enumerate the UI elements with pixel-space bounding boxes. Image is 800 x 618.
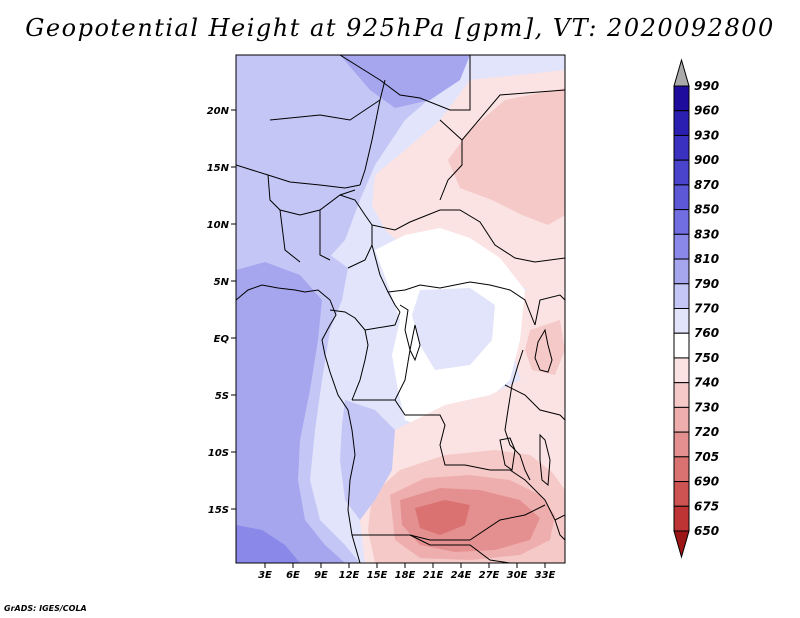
- colorbar-label: 770: [694, 302, 719, 316]
- lon-label-15E: 15E: [367, 570, 388, 581]
- colorbar-label: 960: [694, 104, 719, 118]
- colorbar-label: 650: [694, 524, 719, 538]
- colorbar-segment: [673, 308, 690, 334]
- lake-victoria-warm: [525, 320, 565, 375]
- map-title: Geopotential Height at 925hPa [gpm], VT:…: [25, 14, 775, 42]
- country-borders: [236, 55, 565, 563]
- lon-axis: 3E 6E 9E 12E 15E 18E 21E 24E 27E 30E 33E: [258, 563, 556, 581]
- atlantic-cool: [236, 262, 345, 563]
- map-field: [236, 55, 565, 563]
- south-atlantic-cool: [340, 400, 395, 520]
- colorbar-label: 760: [694, 326, 719, 340]
- colorbar-label: 690: [694, 475, 719, 489]
- colorbar-segment: [673, 159, 690, 186]
- colorbar: 990 960 930 900 870 850 830 810 790 770 760 750 740 7…: [673, 58, 719, 559]
- colorbar-segment: [673, 357, 690, 384]
- colorbar-label: 830: [694, 227, 719, 241]
- far-southwest-cool: [236, 525, 300, 563]
- lat-axis: 20N 15N 10N 5N EQ 5S 10S 15S: [207, 106, 236, 516]
- colorbar-segment: [673, 233, 690, 260]
- colorbar-label: 750: [694, 351, 719, 365]
- lat-label-15S: 15S: [208, 505, 229, 516]
- colorbar-label: 790: [694, 277, 719, 291]
- colorbar-label: 720: [694, 425, 719, 439]
- lat-label-10N: 10N: [207, 220, 230, 231]
- lat-label-10S: 10S: [208, 448, 229, 459]
- colorbar-segment: [673, 382, 690, 408]
- lat-label-20N: 20N: [207, 106, 230, 117]
- lon-label-30E: 30E: [507, 570, 528, 581]
- colorbar-segment: [673, 258, 690, 285]
- lat-label-5N: 5N: [214, 277, 230, 288]
- lat-label-15N: 15N: [207, 163, 230, 174]
- colorbar-segment: [673, 209, 690, 235]
- lon-label-3E: 3E: [258, 570, 272, 581]
- colorbar-segment: [673, 505, 690, 532]
- lon-label-33E: 33E: [535, 570, 556, 581]
- colorbar-segment: [673, 431, 690, 458]
- colorbar-segment: [673, 456, 690, 483]
- lon-label-27E: 27E: [479, 570, 500, 581]
- colorbar-segment: [673, 134, 690, 161]
- colorbar-label: 900: [694, 153, 719, 167]
- lat-label-5S: 5S: [215, 391, 229, 402]
- south-warm-peak: [415, 500, 470, 535]
- colorbar-segment: [673, 110, 690, 136]
- colorbar-label: 740: [694, 376, 719, 390]
- lon-label-21E: 21E: [423, 570, 444, 581]
- colorbar-arrow-top: [673, 58, 690, 87]
- colorbar-segment: [673, 85, 690, 112]
- lon-label-9E: 9E: [314, 570, 328, 581]
- grads-credit: GrADS: IGES/COLA: [4, 604, 87, 613]
- sahara-cool-top: [340, 55, 470, 108]
- colorbar-label: 850: [694, 203, 719, 217]
- colorbar-label: 870: [694, 178, 719, 192]
- north-cool: [236, 55, 470, 286]
- lon-label-18E: 18E: [395, 570, 416, 581]
- colorbar-segment: [673, 481, 690, 507]
- colorbar-label: 930: [694, 128, 719, 142]
- colorbar-segment: [673, 184, 690, 211]
- lat-label-EQ: EQ: [214, 334, 230, 345]
- colorbar-label: 730: [694, 400, 719, 414]
- map-frame: [235, 54, 566, 564]
- lon-label-6E: 6E: [286, 570, 300, 581]
- colorbar-arrow-bottom: [673, 530, 690, 559]
- ne-warm-core: [448, 88, 565, 225]
- congo-cool: [412, 288, 495, 370]
- colorbar-label: 810: [694, 252, 719, 266]
- lon-label-12E: 12E: [339, 570, 360, 581]
- colorbar-segment: [673, 332, 690, 359]
- colorbar-label: 705: [694, 450, 719, 464]
- lon-label-24E: 24E: [451, 570, 472, 581]
- colorbar-label: 675: [694, 499, 719, 513]
- colorbar-label: 990: [694, 79, 719, 93]
- colorbar-segment: [673, 283, 690, 309]
- colorbar-segment: [673, 406, 690, 433]
